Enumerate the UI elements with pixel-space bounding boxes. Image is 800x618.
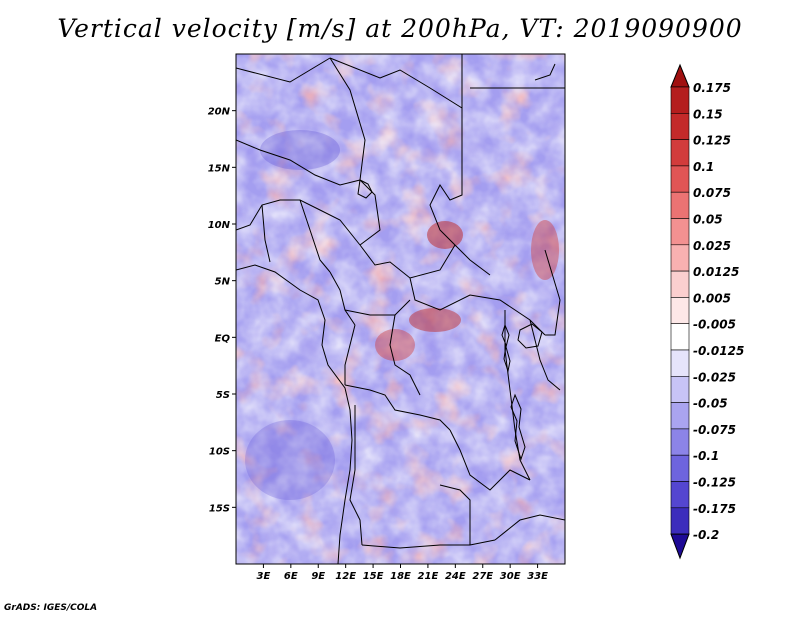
x-tick-label: 24E (445, 571, 466, 582)
colorbar-label: 0.1 (693, 160, 714, 174)
colorbar-label: -0.005 (693, 318, 736, 332)
colorbar-segment (670, 86, 690, 114)
colorbar-segment (670, 244, 690, 272)
colorbar-segment (670, 375, 690, 403)
x-axis: 3E 6E 9E 12E 15E 18E 21E 24E 27E 30E 33E (257, 564, 548, 582)
colorbar: 0.175 0.15 0.125 0.1 0.075 0.05 0.025 0.0125 0.0… (670, 63, 744, 560)
x-tick-label: 3E (257, 571, 271, 582)
colorbar-segment (670, 113, 690, 140)
colorbar-segment (670, 139, 690, 167)
colorbar-label: 0.15 (693, 107, 723, 121)
x-tick-label: 6E (284, 571, 298, 582)
colorbar-label: 0.025 (693, 239, 731, 253)
colorbar-segment (670, 481, 690, 509)
colorbar-top-arrow (670, 63, 690, 88)
colorbar-label: -0.075 (693, 423, 736, 437)
y-tick-label: 5N (215, 277, 231, 288)
x-tick-label: 30E (500, 571, 521, 582)
lake-malawi (510, 393, 526, 461)
colorbar-label: -0.1 (693, 449, 719, 463)
chart-title: Vertical velocity [m/s] at 200hPa, VT: 2… (57, 14, 743, 43)
colorbar-label: -0.025 (693, 370, 736, 384)
y-tick-label: 20N (208, 107, 231, 118)
lake-victoria (517, 323, 543, 349)
colorbar-label: -0.2 (693, 528, 719, 542)
y-tick-label: 10S (209, 447, 230, 458)
y-tick-label: 10N (208, 220, 231, 231)
x-tick-label: 15E (363, 571, 384, 582)
lake-tanganyika (501, 323, 511, 373)
x-tick-label: 12E (335, 571, 356, 582)
colorbar-segment (670, 428, 690, 456)
colorbar-label: 0.05 (693, 213, 723, 227)
coastline (236, 264, 353, 564)
y-tick-label: EQ (215, 333, 231, 344)
y-tick-label: 15S (209, 503, 230, 514)
colorbar-segment (670, 191, 690, 219)
colorbar-label: 0.175 (693, 81, 731, 95)
colorbar-segment (670, 218, 690, 246)
colorbar-segment (670, 297, 690, 324)
x-tick-label: 33E (527, 571, 548, 582)
colorbar-label: 0.0125 (693, 265, 739, 279)
colorbar-segment (670, 402, 690, 430)
colorbar-segment (670, 507, 690, 535)
colorbar-label: -0.175 (693, 502, 736, 516)
colorbar-segment (670, 323, 690, 351)
colorbar-segment (670, 349, 690, 377)
colorbar-label: -0.05 (693, 397, 728, 411)
grads-credit: GrADS: IGES/COLA (4, 603, 98, 613)
y-tick-label: 15N (208, 163, 231, 174)
x-tick-label: 21E (418, 571, 439, 582)
colorbar-label: -0.125 (693, 476, 736, 490)
colorbar-label: -0.0125 (693, 344, 744, 358)
colorbar-label: 0.125 (693, 134, 731, 148)
colorbar-bottom-arrow (670, 533, 690, 560)
colorbar-segment (670, 270, 690, 298)
lake-chad (357, 179, 373, 199)
colorbar-label: 0.075 (693, 186, 731, 200)
y-tick-label: 5S (216, 390, 230, 401)
colorbar-segment (670, 454, 690, 482)
x-tick-label: 18E (390, 571, 411, 582)
y-axis: 20N 15N 10N 5N EQ 5S 10S 15S (208, 107, 236, 514)
x-tick-label: 9E (311, 571, 325, 582)
velocity-field (236, 54, 565, 564)
colorbar-label: 0.005 (693, 291, 731, 305)
colorbar-segment (670, 165, 690, 193)
x-tick-label: 27E (472, 571, 493, 582)
